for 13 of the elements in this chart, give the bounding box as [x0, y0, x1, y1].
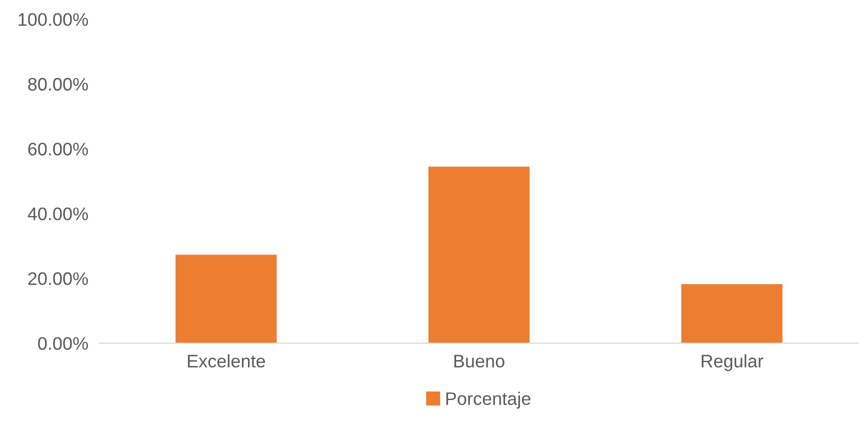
y-tick-label: 80.00%: [28, 78, 88, 91]
y-tick-label: 100.00%: [18, 13, 88, 26]
legend-label: Porcentaje: [446, 392, 530, 409]
x-tick-label: Bueno: [454, 354, 504, 368]
y-tick-label: 60.00%: [28, 142, 88, 156]
bar: [428, 166, 530, 344]
y-tick-label: 0.00%: [38, 337, 88, 350]
bar: [176, 254, 277, 344]
y-tick-label: 20.00%: [28, 272, 88, 286]
bar: [681, 284, 782, 344]
y-tick-label: 40.00%: [28, 207, 88, 220]
x-tick-label: Regular: [702, 354, 764, 372]
x-tick-label: Excelente: [188, 354, 265, 368]
